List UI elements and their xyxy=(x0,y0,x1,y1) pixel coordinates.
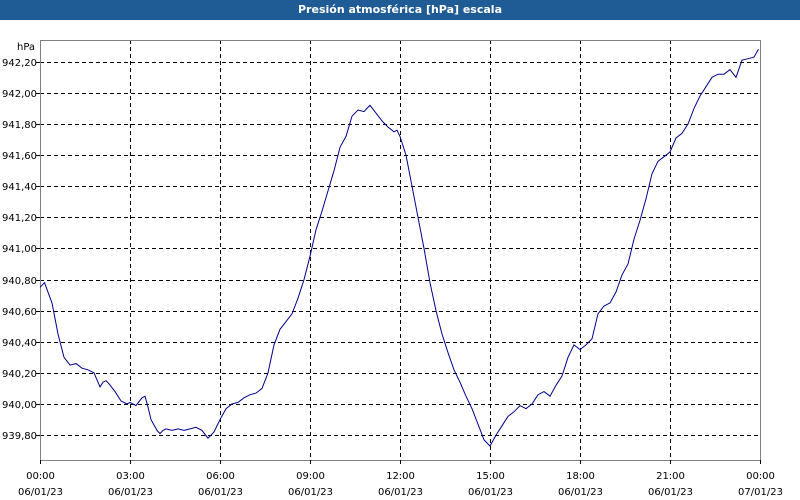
y-tick-label: 941,80 xyxy=(2,120,37,131)
y-tick-label: 940,80 xyxy=(2,276,37,287)
y-tick-label: 940,40 xyxy=(2,338,37,349)
pressure-series-line xyxy=(39,49,759,447)
x-tick-date-label: 06/01/23 xyxy=(288,487,333,498)
y-axis-unit-label: hPa xyxy=(17,42,35,53)
x-tick-date-label: 06/01/23 xyxy=(558,487,603,498)
x-tick-time-label: 12:00 xyxy=(386,471,415,482)
y-axis-ticks: 939,80 940,00 940,20 940,40 940,60 940,80 941,… xyxy=(2,58,40,442)
x-tick-time-label: 00:00 xyxy=(26,471,55,482)
x-tick-time-label: 03:00 xyxy=(116,471,145,482)
x-tick-time-label: 18:00 xyxy=(566,471,595,482)
x-tick-date-label: 06/01/23 xyxy=(648,487,693,498)
y-tick-label: 942,00 xyxy=(2,89,37,100)
chart-title: Presión atmosférica [hPa] escala xyxy=(0,0,800,20)
x-tick-date-label: 06/01/23 xyxy=(378,487,423,498)
x-tick-date-label: 07/01/23 xyxy=(738,487,783,498)
x-tick-time-label: 09:00 xyxy=(296,471,325,482)
x-tick-date-label: 06/01/23 xyxy=(18,487,63,498)
series-layer xyxy=(39,49,759,447)
y-tick-label: 941,20 xyxy=(2,213,37,224)
x-tick-date-label: 06/01/23 xyxy=(108,487,153,498)
y-tick-label: 940,20 xyxy=(2,369,37,380)
x-axis-ticks: 00:00 06/01/23 03:00 06/01/23 06:00 06/01/23 0… xyxy=(18,460,783,498)
y-tick-label: 940,00 xyxy=(2,400,37,411)
grid-lines xyxy=(40,40,760,460)
x-tick-time-label: 21:00 xyxy=(656,471,685,482)
x-tick-time-label: 06:00 xyxy=(206,471,235,482)
y-tick-label: 941,60 xyxy=(2,151,37,162)
x-tick-time-label: 15:00 xyxy=(476,471,505,482)
y-tick-label: 942,20 xyxy=(2,58,37,69)
x-tick-date-label: 06/01/23 xyxy=(468,487,513,498)
x-tick-date-label: 06/01/23 xyxy=(198,487,243,498)
y-tick-label: 941,00 xyxy=(2,244,37,255)
x-tick-time-label: 00:00 xyxy=(746,471,775,482)
y-tick-label: 941,40 xyxy=(2,182,37,193)
y-tick-label: 940,60 xyxy=(2,307,37,318)
y-tick-label: 939,80 xyxy=(2,431,37,442)
